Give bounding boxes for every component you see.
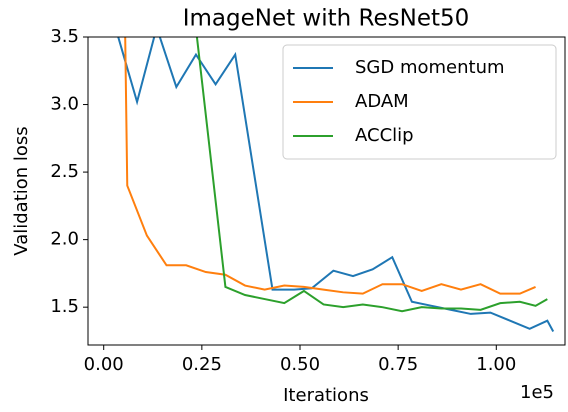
x-offset-label: 1e5	[520, 382, 554, 403]
y-tick-label: 2.0	[50, 229, 79, 250]
axes-frame	[87, 36, 566, 346]
plot-area	[117, 37, 555, 332]
legend-label: ACClip	[355, 125, 414, 146]
line-series	[195, 37, 548, 313]
chart-title: ImageNet with ResNet50	[183, 6, 470, 32]
legend-label: ADAM	[355, 91, 409, 112]
y-tick-label: 3.0	[50, 94, 79, 115]
line-series	[117, 37, 555, 332]
x-tick-label: 1.00	[476, 354, 516, 375]
x-tick-label: 0.00	[84, 354, 124, 375]
line-series	[124, 37, 536, 295]
y-tick-label: 1.5	[50, 296, 79, 317]
x-axis-label: Iterations	[283, 385, 369, 406]
x-tick-label: 0.25	[182, 354, 222, 375]
y-tick-label: 3.5	[50, 26, 79, 47]
y-axis-label: Validation loss	[11, 126, 32, 255]
x-tick-label: 0.75	[378, 354, 418, 375]
x-tick-label: 0.50	[280, 354, 320, 375]
legend-box	[282, 44, 557, 160]
y-tick-label: 2.5	[50, 161, 79, 182]
legend-label: SGD momentum	[355, 57, 505, 78]
